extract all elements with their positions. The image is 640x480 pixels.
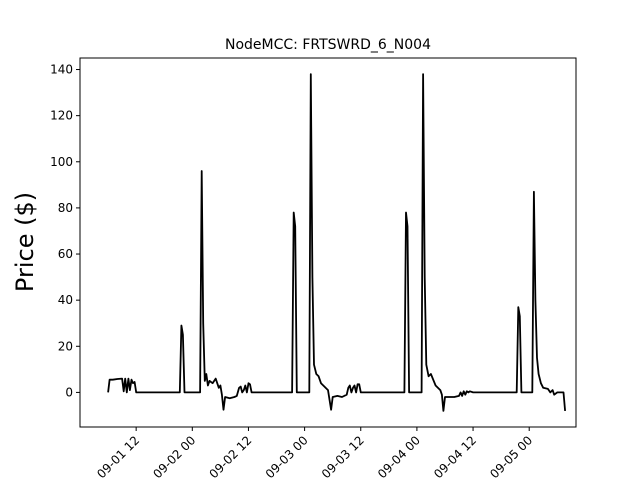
y-axis: 0 20 40 60 80 100 120 140	[50, 63, 80, 399]
chart-title: NodeMCC: FRTSWRD_6_N004	[225, 37, 431, 53]
x-axis: 09-01 12 09-02 00 09-02 12 09-03 00 09-03 12…	[94, 427, 535, 480]
y-tick-label: 20	[58, 339, 73, 353]
x-tick-label: 09-05 00	[487, 433, 535, 480]
x-tick-label: 09-03 12	[319, 433, 367, 480]
y-tick-label: 140	[50, 63, 73, 77]
x-tick-label: 09-01 12	[94, 433, 142, 480]
series-line-layer	[107, 73, 566, 412]
x-tick-label: 09-02 00	[150, 433, 198, 480]
y-tick-label: 120	[50, 109, 73, 123]
y-axis-label: Price ($)	[11, 192, 39, 292]
y-tick-label: 60	[58, 247, 73, 261]
y-tick-label: 40	[58, 293, 73, 307]
x-tick-label: 09-03 00	[263, 433, 311, 480]
x-tick-label: 09-04 00	[375, 433, 423, 480]
x-tick-label: 09-04 12	[431, 433, 479, 480]
x-tick-label: 09-02 12	[207, 433, 255, 480]
y-tick-label: 100	[50, 155, 73, 169]
y-tick-label: 80	[58, 201, 73, 215]
plot-frame	[79, 57, 577, 428]
series-line-0	[107, 73, 566, 412]
y-tick-label: 0	[65, 385, 73, 399]
